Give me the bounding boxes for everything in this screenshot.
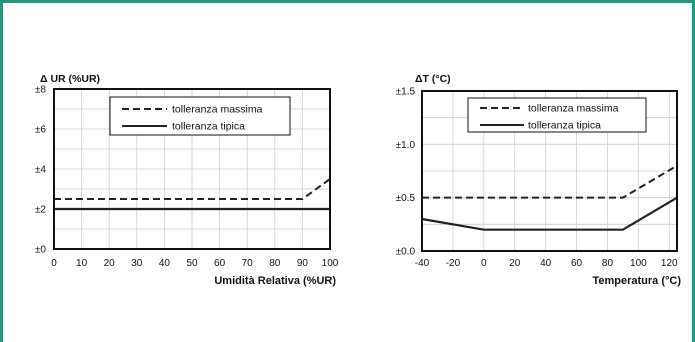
x-tick-label: 120 xyxy=(661,258,678,269)
legend-label: tolleranza tipica xyxy=(172,121,245,133)
x-tick-label: 0 xyxy=(51,258,57,269)
x-tick-label: 80 xyxy=(602,258,614,269)
x-tick-label: 40 xyxy=(540,258,552,269)
y-axis-label: ΔT (°C) xyxy=(415,73,451,85)
x-tick-label: 90 xyxy=(297,258,309,269)
x-tick-label: 80 xyxy=(269,258,281,269)
x-tick-label: 100 xyxy=(630,258,647,269)
chart-1: 0 10 20 30 40 50 60 70 80 90 100 ±0 ±2 ±4 ±6 ±8Δ UR (%U… xyxy=(35,73,339,287)
y-tick-label: ±8 xyxy=(35,85,46,96)
x-tick-label: 60 xyxy=(214,258,226,269)
x-tick-label: 10 xyxy=(76,258,88,269)
y-tick-label: ±4 xyxy=(35,165,46,176)
x-tick-label: -40 xyxy=(415,258,430,269)
series-line-tipica xyxy=(421,196,678,231)
legend-box xyxy=(467,97,647,133)
y-tick-label: ±2 xyxy=(35,205,46,216)
y-tick-label: ±6 xyxy=(35,125,46,136)
y-tick-label: ±0.0 xyxy=(396,247,416,258)
x-tick-label: 0 xyxy=(481,258,487,269)
x-tick-label: 60 xyxy=(571,258,583,269)
x-tick-label: 20 xyxy=(104,258,116,269)
legend-label: tolleranza massima xyxy=(528,103,619,115)
chart-2: -40 -20 0 20 40 60 80 100 120 ±0.0 ±0.5 ±1.0 ±1.5 ΔT … xyxy=(396,73,682,287)
x-tick-label: -20 xyxy=(446,258,461,269)
series-line-massima xyxy=(54,178,331,200)
legend-label: tolleranza tipica xyxy=(528,120,601,132)
y-tick-label: ±0 xyxy=(35,245,46,256)
x-tick-label: 50 xyxy=(186,258,198,269)
x-axis-label: Umidità Relativa (%UR) xyxy=(214,275,336,287)
y-tick-label: ±0.5 xyxy=(396,193,416,204)
x-tick-label: 70 xyxy=(242,258,254,269)
legend: tolleranza massima tolleranza tipica xyxy=(467,97,647,133)
y-tick-label: ±1.0 xyxy=(396,140,416,151)
series-line-massima xyxy=(422,164,678,199)
x-tick-label: 30 xyxy=(131,258,143,269)
legend-label: tolleranza massima xyxy=(172,104,263,116)
y-axis-label: Δ UR (%UR) xyxy=(40,73,100,85)
x-tick-label: 40 xyxy=(159,258,171,269)
legend-box xyxy=(109,96,291,136)
x-tick-label: 100 xyxy=(322,258,339,269)
plot-border xyxy=(421,90,678,252)
x-axis-label: Temperatura (°C) xyxy=(592,275,681,287)
legend: tolleranza massima tolleranza tipica xyxy=(109,96,291,136)
plot-border xyxy=(53,88,331,250)
x-tick-label: 20 xyxy=(509,258,521,269)
y-tick-label: ±1.5 xyxy=(396,87,416,98)
